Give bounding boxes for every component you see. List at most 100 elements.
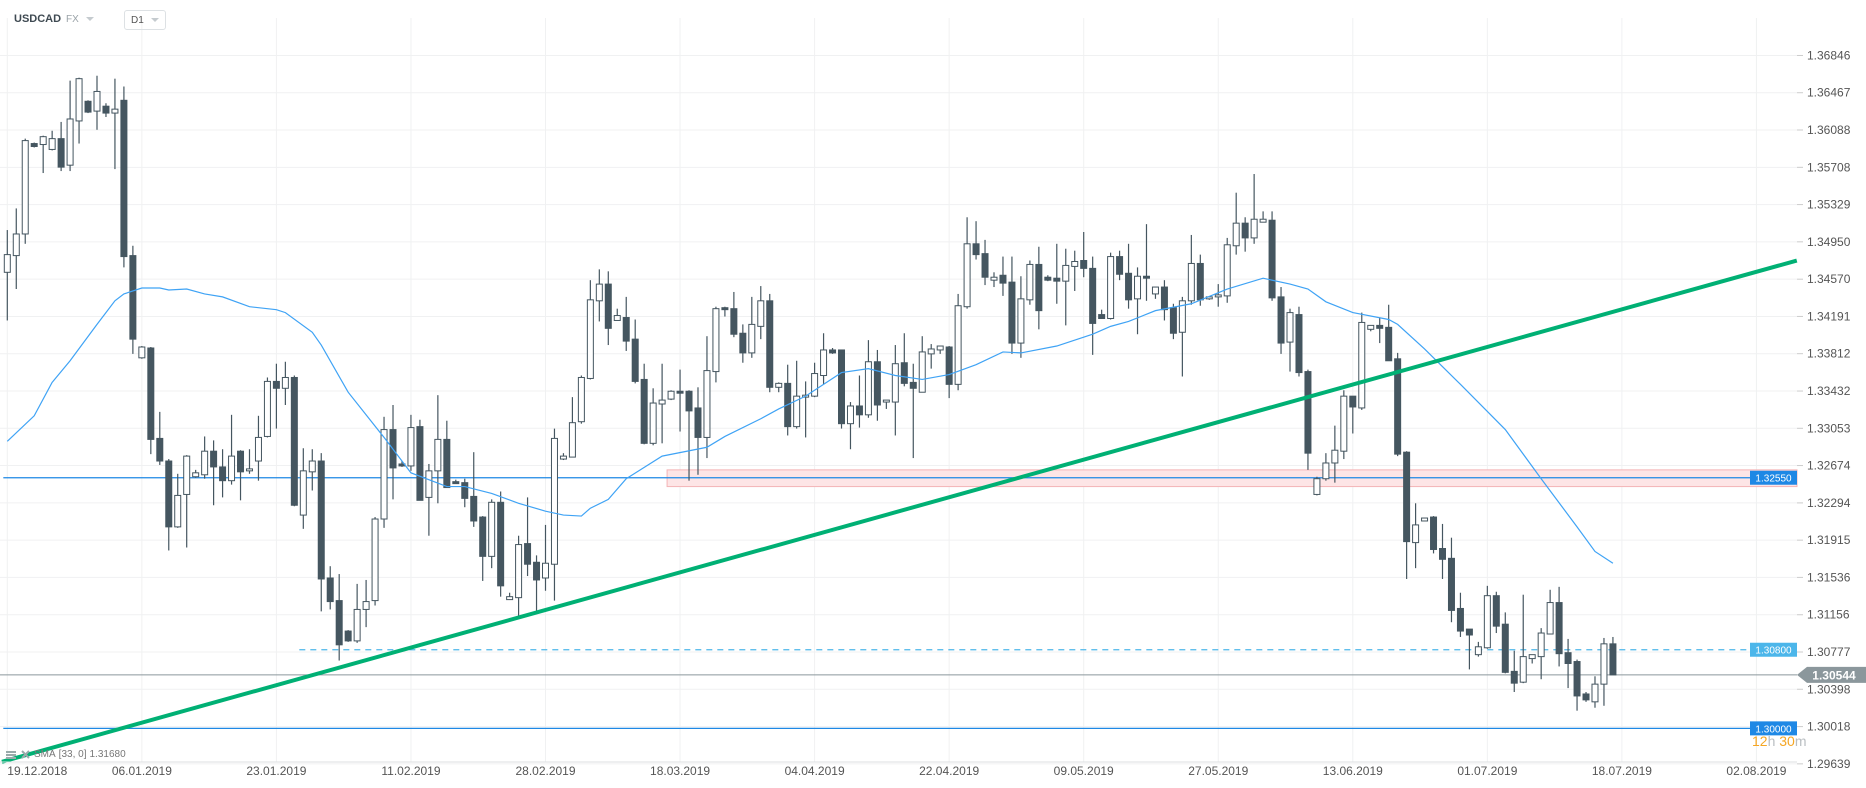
candle-body-bearish <box>1492 595 1500 627</box>
indicator-legend: SMA [33, 0] 1.31680 <box>6 749 126 760</box>
candle <box>981 239 989 286</box>
indicator-name: SMA <box>34 749 56 760</box>
candle-body-bullish <box>506 596 514 601</box>
candle-body-bullish <box>542 562 549 579</box>
candle-countdown: 12h 30m <box>1752 733 1807 749</box>
candle <box>1223 237 1231 303</box>
candle <box>371 517 379 606</box>
y-tick-label: 1.30777 <box>1807 645 1851 659</box>
trendline[interactable] <box>1 258 1798 764</box>
trendline-segment[interactable] <box>1 258 1798 764</box>
candle <box>1080 232 1088 278</box>
candle <box>1483 585 1491 649</box>
candle <box>210 440 218 506</box>
candle-body-bearish <box>900 362 908 384</box>
candle-body-bearish <box>452 481 460 485</box>
candle <box>93 75 101 130</box>
candle <box>793 360 801 429</box>
candle <box>838 349 846 429</box>
y-tick-label: 1.33432 <box>1807 384 1851 398</box>
candle <box>802 381 810 438</box>
candle-body-bearish <box>909 381 917 389</box>
candle <box>676 369 684 432</box>
candle <box>811 362 819 398</box>
candle <box>335 574 343 661</box>
candle <box>1465 628 1473 670</box>
candle <box>685 390 693 481</box>
candle <box>730 291 738 338</box>
settings-list-icon[interactable] <box>6 750 18 760</box>
candle-body-bullish <box>1537 632 1545 658</box>
candle <box>290 375 298 507</box>
candle-body-bullish <box>820 349 828 377</box>
candle-body-bullish <box>891 363 899 403</box>
x-tick-label: 13.06.2019 <box>1323 764 1383 778</box>
market-selector[interactable]: FX <box>66 10 94 28</box>
candle-body-bearish <box>721 307 729 311</box>
candle <box>1430 516 1438 554</box>
candle-body-bearish <box>497 501 505 587</box>
time-axis[interactable]: 19.12.2018 06.01.2019 23.01.2019 11.02.2019… <box>0 761 1797 778</box>
candle-body-bearish <box>219 466 227 482</box>
candle <box>1044 275 1052 282</box>
x-tick-label: 18.03.2019 <box>650 764 710 778</box>
y-tick-label: 1.31915 <box>1807 533 1851 547</box>
candle-body-bullish <box>12 233 20 257</box>
candle <box>57 121 65 172</box>
candle-body-bullish <box>1412 524 1420 544</box>
candle-body-bearish <box>237 450 245 473</box>
candle-body-bullish <box>882 399 890 403</box>
candle <box>1286 308 1294 372</box>
candle-body-bearish <box>730 308 738 335</box>
candle <box>129 245 137 354</box>
candles <box>3 75 1617 711</box>
candle-body-bearish <box>335 600 343 646</box>
y-tick-label: 1.35329 <box>1807 198 1851 212</box>
candle <box>1456 592 1464 637</box>
candle <box>1367 324 1375 332</box>
candle-body-bullish <box>66 118 74 166</box>
candle-body-bearish <box>326 577 334 603</box>
candle-body-bearish <box>1098 314 1106 320</box>
candle <box>1492 591 1500 634</box>
candle-body-bullish <box>488 501 496 557</box>
candle <box>1232 192 1240 255</box>
candle-body-bearish <box>84 100 92 113</box>
candle <box>1322 453 1330 481</box>
candle <box>1376 317 1384 344</box>
candle-body-bearish <box>317 460 325 580</box>
close-icon[interactable] <box>21 749 31 760</box>
candle-body-bullish <box>703 370 711 438</box>
candle <box>595 269 603 322</box>
candle-body-bearish <box>533 561 541 581</box>
candle-body-bearish <box>1196 262 1204 301</box>
candle <box>524 497 532 577</box>
candle <box>703 336 711 459</box>
candle <box>568 397 576 458</box>
candle <box>1582 692 1590 702</box>
sma-line <box>6 277 1614 564</box>
candle-body-bullish <box>111 108 119 114</box>
x-tick-label: 11.02.2019 <box>381 764 440 778</box>
candle-body-bullish <box>201 450 209 476</box>
candle <box>694 387 702 475</box>
candle-body-bearish <box>873 361 881 406</box>
candle-body-bearish <box>30 143 38 147</box>
candle <box>272 363 280 429</box>
candle-body-bullish <box>1331 449 1339 464</box>
price-axis[interactable]: 1.36846 1.36467 1.36088 1.35708 1.35329 1.349… <box>1797 48 1851 771</box>
candle-body-bullish <box>93 90 101 112</box>
level-label: 1.30000 <box>1755 724 1792 735</box>
candle-body-bullish <box>281 376 289 389</box>
candle <box>21 138 29 244</box>
candle-body-bearish <box>1555 602 1563 655</box>
candle-body-bullish <box>1322 462 1330 480</box>
x-tick-label: 18.07.2019 <box>1592 764 1652 778</box>
candle <box>918 336 926 393</box>
countdown-minutes: 30 <box>1779 733 1795 749</box>
timeframe-selector[interactable]: D1 <box>124 10 166 30</box>
candle-body-bullish <box>568 422 576 458</box>
symbol-label[interactable]: USDCAD <box>14 13 62 25</box>
horizontal-levels[interactable] <box>0 477 1797 730</box>
